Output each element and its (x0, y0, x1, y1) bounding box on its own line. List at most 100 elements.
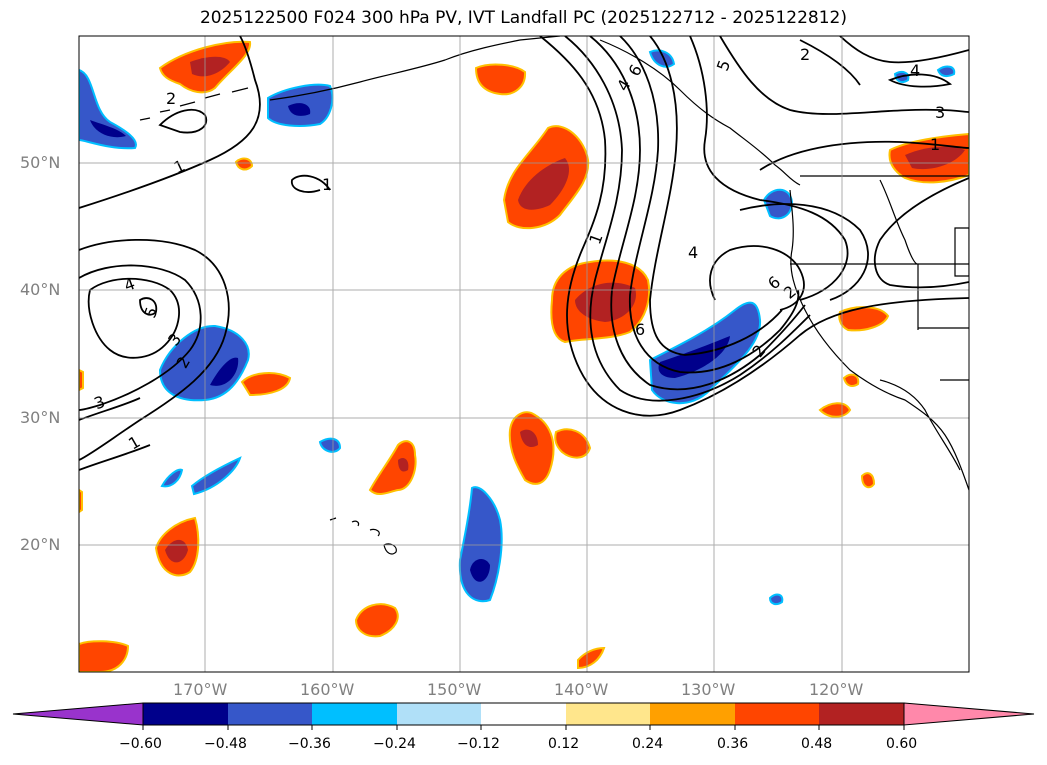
colorbar-segment (650, 703, 735, 725)
contour-label: 1 (930, 135, 940, 154)
colorbar-segment (735, 703, 819, 725)
ivt-contour-line (87, 277, 180, 359)
lon-label: 120°W (809, 680, 864, 699)
pv-pos-blob (240, 372, 292, 397)
lat-label: 50°N (20, 153, 61, 172)
contour-label: 2 (166, 89, 176, 108)
pv-pos-core (520, 429, 538, 448)
pv-neg-core (288, 103, 311, 116)
colorbar-tick-label: −0.60 (119, 736, 162, 752)
pv-neg-blob (768, 593, 784, 606)
lat-label: 40°N (20, 280, 61, 299)
gridlines (79, 36, 969, 672)
colorbar-segment (819, 703, 904, 725)
colorbar (12, 702, 1035, 730)
contour-label: 2 (800, 45, 810, 64)
ivt-contour-line (873, 177, 969, 289)
pv-pos-blob (368, 440, 417, 496)
colorbar-tick-label: −0.12 (457, 736, 500, 752)
pv-pos-blob (577, 646, 606, 670)
map-border (78, 35, 970, 673)
lon-label: 150°W (427, 680, 482, 699)
colorbar-segment (481, 703, 566, 725)
ivt-contour-line (649, 36, 783, 356)
colorbar-tick-label: 0.60 (886, 736, 918, 752)
contour-label: 4 (910, 61, 920, 80)
colorbar-extend-low (12, 702, 144, 726)
pv-pos-core (518, 158, 570, 210)
pv-pos-blob (842, 373, 860, 387)
ivt-contour-line (139, 297, 158, 316)
ivt-contour-line (589, 36, 806, 391)
pv-neg-blob (318, 437, 342, 453)
pv-pos-blob (79, 488, 83, 514)
colorbar-tick-label: 0.48 (801, 736, 833, 752)
colorbar-tick-label: −0.24 (373, 736, 416, 752)
state-borders (790, 175, 969, 381)
colorbar-tick-label: 0.12 (548, 736, 580, 752)
colorbar-tick-label: 0.24 (632, 736, 664, 752)
pv-pos-blob (508, 411, 555, 485)
coastlines (139, 36, 969, 555)
colorbar-tick-label: 0.36 (717, 736, 749, 752)
lon-label: 140°W (554, 680, 609, 699)
pv-neg-blob (936, 65, 956, 78)
ivt-contour-line (719, 36, 969, 115)
colorbar-segment (397, 703, 481, 725)
colorbar-segment (143, 703, 228, 725)
ivt-contour-line (759, 140, 969, 171)
contour-label: 4 (688, 243, 698, 262)
lat-label: 30°N (20, 408, 61, 427)
ivt-contours (79, 36, 969, 471)
us-west-coast (789, 189, 969, 491)
ivt-contour-line (689, 36, 849, 301)
ivt-contour-line (79, 238, 230, 461)
ivt-contour-line (739, 203, 869, 301)
ivt-contour-line (564, 36, 811, 402)
pv-pos-blob (234, 157, 254, 171)
pv-neg-blob (458, 486, 503, 603)
pv-neg-blob (160, 468, 184, 488)
ivt-contour-line (79, 36, 261, 209)
pv-pos-blob (354, 603, 399, 638)
ivt-contour-line (839, 36, 969, 64)
pv-pos-blob (79, 368, 84, 392)
canada-coast (599, 39, 801, 186)
colorbar-tick-label: −0.36 (288, 736, 331, 752)
pv-neg-core (210, 357, 239, 386)
lat-label: 20°N (20, 535, 61, 554)
ivt-contour-line (539, 36, 969, 417)
colorbar-extend-high (903, 702, 1035, 726)
pv-pos-blob (860, 472, 876, 489)
figure-title: 2025122500 F024 300 hPa PV, IVT Landfall… (199, 8, 847, 28)
pv-pos-core (398, 458, 409, 472)
contour-label: 6 (635, 320, 645, 339)
ivt-contour-line (619, 36, 800, 374)
colorbar-segment (566, 703, 650, 725)
pv-positive-regions (79, 40, 969, 672)
ivt-contour-line (799, 39, 861, 86)
pv-neg-core (90, 120, 126, 138)
colorbar-segment (312, 703, 397, 725)
lon-label: 160°W (300, 680, 355, 699)
colorbar-tick-label: −0.48 (204, 736, 247, 752)
ivt-contour-line (887, 73, 953, 88)
ivt-contour-line (79, 264, 202, 411)
aleutian-islands (139, 87, 249, 121)
pv-neg-core (470, 558, 490, 582)
pv-neg-blob (79, 68, 137, 150)
contour-label: 1 (322, 175, 332, 194)
baja-coast (879, 379, 961, 471)
pv-pos-blob (554, 428, 592, 459)
pv-pos-blob (474, 63, 527, 96)
alaska-coast (269, 36, 561, 101)
lon-label: 170°W (173, 680, 228, 699)
pv-neg-blob (190, 456, 242, 496)
pv-neg-core (658, 336, 730, 378)
lon-label: 130°W (681, 680, 736, 699)
contour-label: 3 (935, 103, 945, 122)
colorbar-segment (228, 703, 312, 725)
ivt-contour-line (709, 245, 805, 311)
colorbar-border (142, 702, 905, 726)
